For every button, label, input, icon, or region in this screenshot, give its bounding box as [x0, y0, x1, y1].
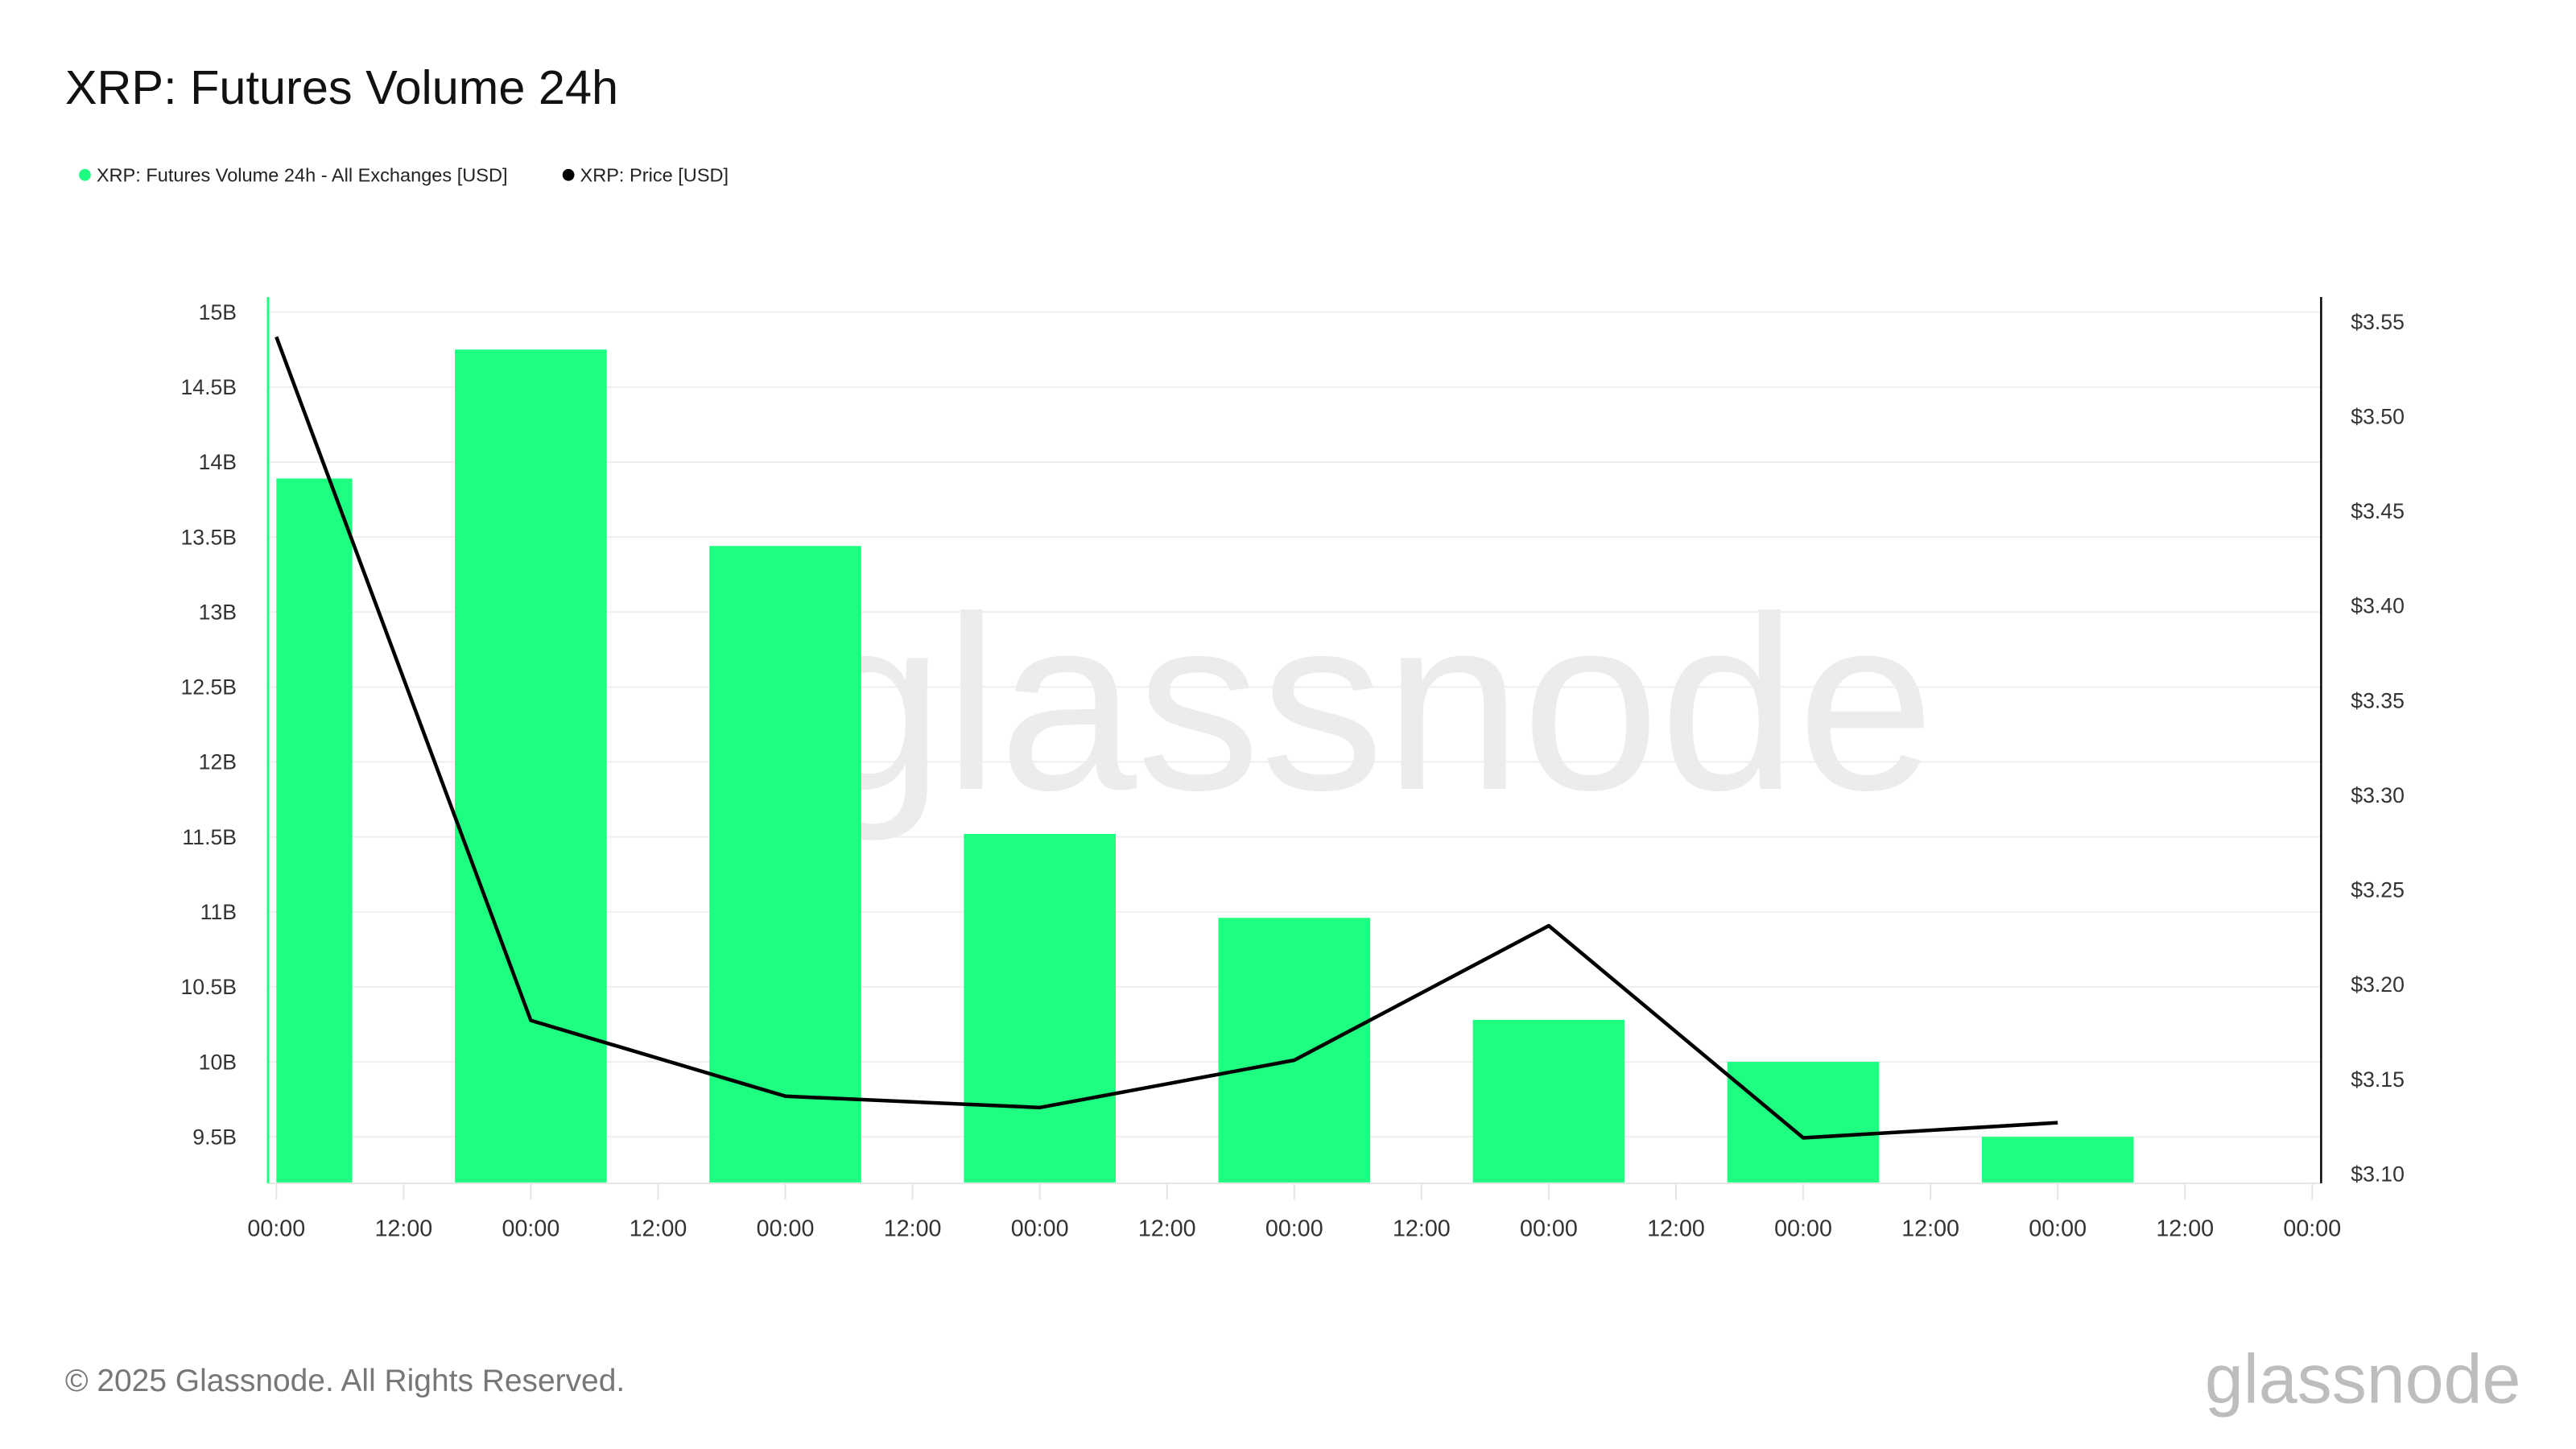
chart-title: XRP: Futures Volume 24h — [65, 60, 618, 114]
right-axis-tick-label: $3.40 — [2351, 594, 2405, 618]
legend-marker-volume — [79, 168, 91, 181]
left-axis-tick-label: 10.5B — [180, 975, 237, 999]
legend: XRP: Futures Volume 24h - All Exchanges … — [79, 165, 729, 186]
x-axis-tick-label: 12:00 — [884, 1216, 942, 1242]
x-axis-tick-label: 12:00 — [1138, 1216, 1196, 1242]
volume-bar — [276, 478, 353, 1183]
x-axis-tick-label: 12:00 — [1393, 1216, 1451, 1242]
left-axis-tick-label: 12B — [199, 750, 237, 774]
legend-label-volume[interactable]: XRP: Futures Volume 24h - All Exchanges … — [97, 165, 508, 186]
x-axis-tick-label: 00:00 — [1265, 1216, 1323, 1242]
volume-bar — [709, 546, 861, 1183]
right-axis-tick-label: $3.50 — [2351, 404, 2405, 428]
watermark: glassnode — [807, 566, 1935, 843]
x-axis-tick-label: 12:00 — [2156, 1216, 2214, 1242]
volume-bar — [964, 833, 1116, 1183]
right-axis-tick-label: $3.55 — [2351, 310, 2405, 334]
volume-bars — [276, 349, 2134, 1183]
x-axis-tick-label: 12:00 — [630, 1216, 687, 1242]
x-axis-tick-label: 12:00 — [1901, 1216, 1959, 1242]
left-axis-tick-label: 12.5B — [180, 675, 237, 700]
price-line-path — [275, 336, 2058, 1140]
volume-bar — [1727, 1062, 1880, 1183]
left-axis-tick-label: 13.5B — [180, 525, 237, 549]
axes — [266, 297, 2322, 1200]
volume-bar — [455, 349, 607, 1183]
left-axis-tick-label: 11B — [200, 900, 237, 924]
left-axis-tick-label: 14.5B — [180, 375, 237, 399]
legend-label-price[interactable]: XRP: Price [USD] — [580, 165, 729, 186]
x-axis-tick-label: 00:00 — [1011, 1216, 1069, 1242]
x-axis-tick-label: 00:00 — [502, 1216, 560, 1242]
x-axis-tick-label: 00:00 — [757, 1216, 815, 1242]
volume-bar — [1218, 918, 1371, 1183]
x-axis-tick-label: 00:00 — [2029, 1216, 2087, 1242]
left-axis-tick-label: 10B — [199, 1050, 237, 1074]
x-axis-tick-label: 00:00 — [247, 1216, 305, 1242]
tick-labels: 15B 14.5B 14B 13.5B 13B 12.5B 12B 11.5B 11B 10.5B… — [180, 300, 2404, 1242]
x-axis-tick-label: 00:00 — [1774, 1216, 1832, 1242]
footer-copyright: © 2025 Glassnode. All Rights Reserved. — [65, 1364, 625, 1398]
left-axis-tick-label: 14B — [199, 450, 237, 474]
left-axis-tick-label: 15B — [199, 300, 237, 324]
right-axis-tick-label: $3.45 — [2351, 499, 2405, 523]
volume-bar — [1472, 1019, 1625, 1183]
right-axis-tick-label: $3.25 — [2351, 878, 2405, 902]
grid-lines — [268, 311, 2322, 1138]
right-axis-tick-label: $3.20 — [2351, 972, 2405, 997]
right-axis-tick-label: $3.35 — [2351, 688, 2405, 712]
price-line — [275, 336, 2058, 1140]
volume-bar — [1981, 1137, 2134, 1183]
left-axis-tick-label: 11.5B — [182, 825, 237, 849]
right-axis-tick-label: $3.15 — [2351, 1067, 2405, 1092]
right-axis-tick-label: $3.30 — [2351, 783, 2405, 807]
right-axis-tick-label: $3.10 — [2351, 1162, 2405, 1186]
x-axis-tick-label: 12:00 — [1647, 1216, 1705, 1242]
legend-marker-price — [562, 168, 575, 181]
x-axis-tick-label: 00:00 — [2283, 1216, 2341, 1242]
left-axis-tick-label: 13B — [199, 600, 237, 624]
left-axis-tick-label: 9.5B — [192, 1125, 237, 1149]
footer-logo: glassnode — [2205, 1341, 2521, 1418]
x-axis-tick-label: 00:00 — [1520, 1216, 1578, 1242]
x-axis-tick-label: 12:00 — [374, 1216, 432, 1242]
